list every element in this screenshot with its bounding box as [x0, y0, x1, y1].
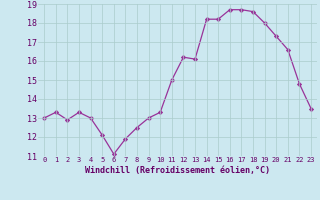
X-axis label: Windchill (Refroidissement éolien,°C): Windchill (Refroidissement éolien,°C) — [85, 166, 270, 175]
